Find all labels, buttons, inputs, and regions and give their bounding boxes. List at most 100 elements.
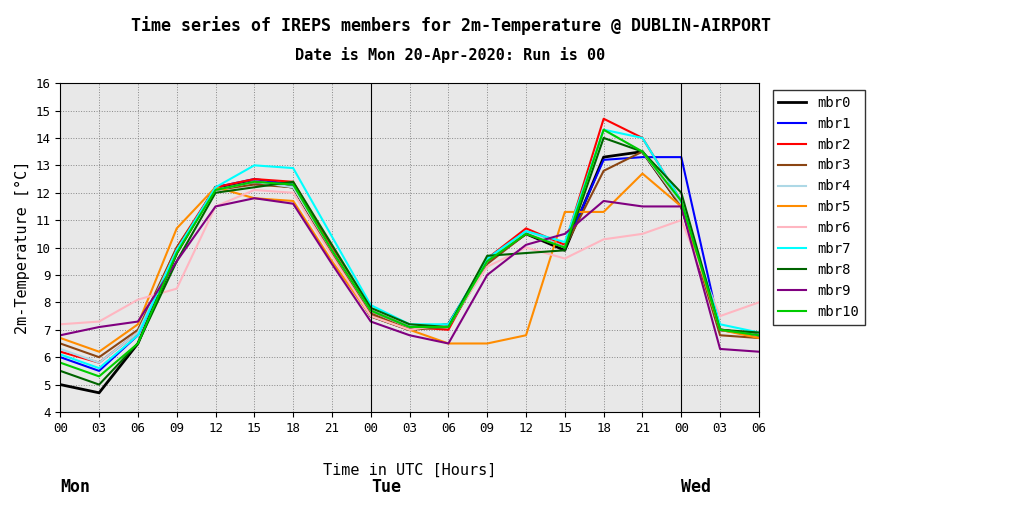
Line: mbr8: mbr8 — [60, 138, 759, 385]
mbr4 — [442, 324, 455, 330]
mbr6 — [442, 321, 455, 328]
mbr10 — [520, 231, 532, 237]
mbr6 — [559, 255, 571, 261]
mbr8 — [365, 305, 377, 311]
mbr8 — [171, 258, 183, 265]
mbr2 — [597, 116, 609, 122]
mbr1 — [365, 307, 377, 313]
Line: mbr5: mbr5 — [60, 174, 759, 352]
mbr4 — [403, 324, 416, 330]
mbr2 — [209, 184, 221, 190]
mbr8 — [559, 247, 571, 254]
mbr8 — [209, 189, 221, 196]
mbr2 — [636, 135, 648, 141]
mbr9 — [403, 332, 416, 338]
mbr7 — [93, 365, 105, 371]
Legend: mbr0, mbr1, mbr2, mbr3, mbr4, mbr5, mbr6, mbr7, mbr8, mbr9, mbr10: mbr0, mbr1, mbr2, mbr3, mbr4, mbr5, mbr6… — [773, 90, 864, 325]
mbr6 — [209, 203, 221, 209]
mbr0 — [365, 313, 377, 319]
mbr8 — [442, 324, 455, 330]
mbr5 — [93, 349, 105, 355]
mbr9 — [597, 198, 609, 204]
mbr0 — [403, 327, 416, 333]
mbr9 — [481, 272, 494, 278]
mbr0 — [132, 340, 144, 347]
mbr5 — [171, 225, 183, 231]
mbr1 — [287, 181, 299, 188]
mbr3 — [209, 187, 221, 193]
mbr0 — [442, 321, 455, 328]
mbr7 — [171, 247, 183, 254]
mbr2 — [132, 329, 144, 336]
mbr9 — [365, 318, 377, 325]
mbr4 — [248, 179, 260, 185]
mbr5 — [248, 195, 260, 201]
mbr3 — [132, 327, 144, 333]
mbr8 — [54, 368, 67, 374]
Text: Mon: Mon — [60, 478, 90, 496]
mbr7 — [248, 162, 260, 168]
mbr4 — [753, 332, 765, 338]
mbr10 — [54, 359, 67, 366]
mbr5 — [559, 209, 571, 215]
mbr1 — [636, 154, 648, 160]
mbr2 — [365, 307, 377, 313]
mbr8 — [132, 340, 144, 347]
mbr6 — [171, 286, 183, 292]
mbr3 — [248, 181, 260, 188]
mbr1 — [597, 157, 609, 163]
mbr5 — [54, 335, 67, 341]
mbr4 — [93, 359, 105, 366]
Line: mbr0: mbr0 — [60, 151, 759, 393]
mbr8 — [597, 135, 609, 141]
mbr2 — [326, 245, 338, 251]
mbr9 — [636, 203, 648, 209]
mbr9 — [287, 200, 299, 207]
mbr5 — [326, 258, 338, 265]
mbr10 — [209, 187, 221, 193]
mbr7 — [753, 329, 765, 336]
mbr10 — [403, 324, 416, 330]
mbr4 — [209, 187, 221, 193]
mbr8 — [636, 148, 648, 155]
mbr2 — [93, 359, 105, 366]
mbr8 — [248, 184, 260, 190]
mbr3 — [93, 354, 105, 360]
mbr0 — [675, 203, 687, 209]
mbr4 — [714, 327, 726, 333]
mbr7 — [365, 302, 377, 308]
mbr7 — [287, 165, 299, 171]
mbr3 — [442, 324, 455, 330]
mbr7 — [520, 228, 532, 234]
mbr4 — [171, 247, 183, 254]
mbr0 — [636, 148, 648, 155]
mbr2 — [675, 198, 687, 204]
mbr9 — [54, 332, 67, 338]
mbr0 — [597, 154, 609, 160]
Text: Date is Mon 20-Apr-2020: Run is 00: Date is Mon 20-Apr-2020: Run is 00 — [296, 47, 605, 63]
mbr0 — [559, 247, 571, 254]
mbr6 — [636, 231, 648, 237]
mbr8 — [93, 381, 105, 388]
mbr1 — [442, 324, 455, 330]
mbr6 — [54, 321, 67, 328]
mbr0 — [171, 250, 183, 256]
mbr7 — [209, 184, 221, 190]
mbr8 — [287, 179, 299, 185]
mbr3 — [403, 327, 416, 333]
mbr7 — [559, 239, 571, 245]
Text: Wed: Wed — [681, 478, 712, 496]
mbr10 — [365, 307, 377, 313]
mbr8 — [481, 252, 494, 259]
mbr9 — [675, 203, 687, 209]
mbr3 — [520, 231, 532, 237]
mbr7 — [326, 234, 338, 240]
mbr4 — [54, 346, 67, 352]
mbr6 — [520, 245, 532, 251]
mbr9 — [559, 231, 571, 237]
Line: mbr3: mbr3 — [60, 151, 759, 357]
mbr6 — [132, 297, 144, 303]
mbr5 — [209, 184, 221, 190]
mbr6 — [675, 217, 687, 224]
mbr9 — [93, 324, 105, 330]
